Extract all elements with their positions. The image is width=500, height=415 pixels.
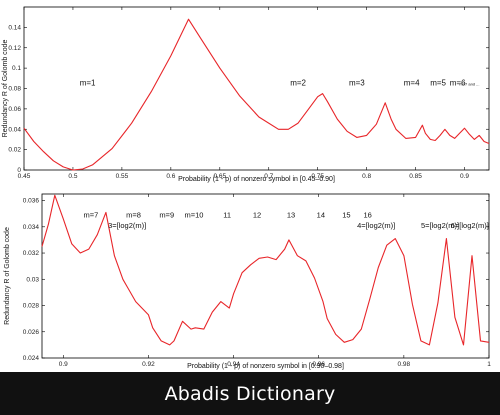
annotation-label: 16 bbox=[363, 211, 371, 220]
annotation-label: m=2 bbox=[290, 78, 306, 87]
x-tick-label: 0.7 bbox=[264, 173, 273, 180]
annotation-label: m=7 bbox=[84, 211, 99, 220]
x-axis-label: Probability (1 - p) of nonzero symbol in… bbox=[178, 176, 335, 183]
y-tick-label: 0.032 bbox=[23, 250, 40, 257]
figure: 0.45 0.5 0.55 0.6 0.65 0.7 0.75 0.8 0.85 0.9 0 0.02… bbox=[2, 6, 491, 370]
x-tick-label: 0.9 bbox=[59, 361, 68, 368]
y-axis-label: Redundancy R of Golomb code bbox=[4, 227, 11, 325]
x-tick-label: 0.45 bbox=[18, 173, 31, 180]
y-tick-label: 0.034 bbox=[23, 224, 40, 231]
annotation-label: 6=[log2(m)] bbox=[451, 221, 489, 230]
annotation-label: 14 bbox=[317, 211, 325, 220]
annotation-label: m=4 bbox=[404, 78, 420, 87]
x-tick-label: 0.98 bbox=[398, 361, 411, 368]
x-tick-label: 0.65 bbox=[213, 173, 226, 180]
chart-bottom: 0.9 0.92 0.94 0.96 0.98 1 0.024 0.026 0.028 0.03 0… bbox=[4, 193, 491, 370]
plot-frame bbox=[41, 193, 490, 359]
annotation-label: m=8 bbox=[126, 211, 141, 220]
x-tick-label: 1 bbox=[487, 361, 491, 368]
annotation-label: m=10 bbox=[184, 211, 203, 220]
y-tick-label: 0.12 bbox=[8, 45, 21, 52]
x-tick-label: 0.9 bbox=[460, 173, 469, 180]
annotation-label: 15 bbox=[342, 211, 350, 220]
annotation-label: 5=[log2(m)] bbox=[421, 221, 459, 230]
footer-text: Abadis Dictionary bbox=[164, 382, 336, 405]
x-axis-label: Probability (1 - p) of nonzero symbol in… bbox=[187, 363, 344, 370]
annotation-label: m=5 bbox=[430, 78, 446, 87]
x-tick-label: 0.55 bbox=[116, 173, 129, 180]
annotation-label: m=1 bbox=[80, 78, 96, 87]
annotation-label: 13 bbox=[287, 211, 295, 220]
series-line-0 bbox=[41, 194, 490, 346]
x-tick-label: 0.92 bbox=[142, 361, 155, 368]
y-tick-label: 0.028 bbox=[23, 303, 40, 310]
y-tick-label: 0.14 bbox=[8, 24, 21, 31]
y-tick-label: 0.04 bbox=[8, 126, 21, 133]
annotation-label: m=3 bbox=[349, 78, 365, 87]
x-tick-label: 0.85 bbox=[409, 173, 422, 180]
x-tick-label: 0.75 bbox=[311, 173, 324, 180]
y-tick-label: 0.08 bbox=[8, 86, 21, 93]
y-tick-label: 0.026 bbox=[23, 329, 40, 336]
y-tick-label: 0.03 bbox=[26, 276, 39, 283]
y-tick-label: 0.02 bbox=[8, 147, 21, 154]
y-tick-label: 0 bbox=[17, 167, 21, 174]
x-tick-label: 0.8 bbox=[362, 173, 371, 180]
y-tick-label: 0.024 bbox=[23, 355, 40, 362]
footer-watermark: Abadis Dictionary bbox=[0, 372, 500, 415]
y-tick-label: 0.036 bbox=[23, 198, 40, 205]
series-line-0 bbox=[23, 18, 490, 171]
x-tick-label: 0.94 bbox=[227, 361, 240, 368]
annotation-label: m=7 and ... bbox=[459, 81, 479, 86]
chart-top: 0.45 0.5 0.55 0.6 0.65 0.7 0.75 0.8 0.85 0.9 0 0.02… bbox=[2, 6, 490, 183]
annotation-label: m=9 bbox=[159, 211, 174, 220]
annotation-label: 11 bbox=[223, 211, 231, 220]
y-tick-label: 0.06 bbox=[8, 106, 21, 113]
y-tick-label: 0.1 bbox=[12, 65, 21, 72]
annotation-label: m=6 bbox=[450, 78, 466, 87]
x-tick-label: 0.96 bbox=[312, 361, 325, 368]
annotation-label: 4=[log2(m)] bbox=[357, 221, 395, 230]
annotation-label: 12 bbox=[253, 211, 261, 220]
x-tick-label: 0.6 bbox=[166, 173, 175, 180]
x-tick-label: 0.5 bbox=[68, 173, 77, 180]
plot-frame bbox=[23, 6, 490, 171]
y-axis-label: Redundancy R of Golomb code bbox=[2, 40, 9, 138]
annotation-label: 3=[log2(m)] bbox=[108, 221, 146, 230]
